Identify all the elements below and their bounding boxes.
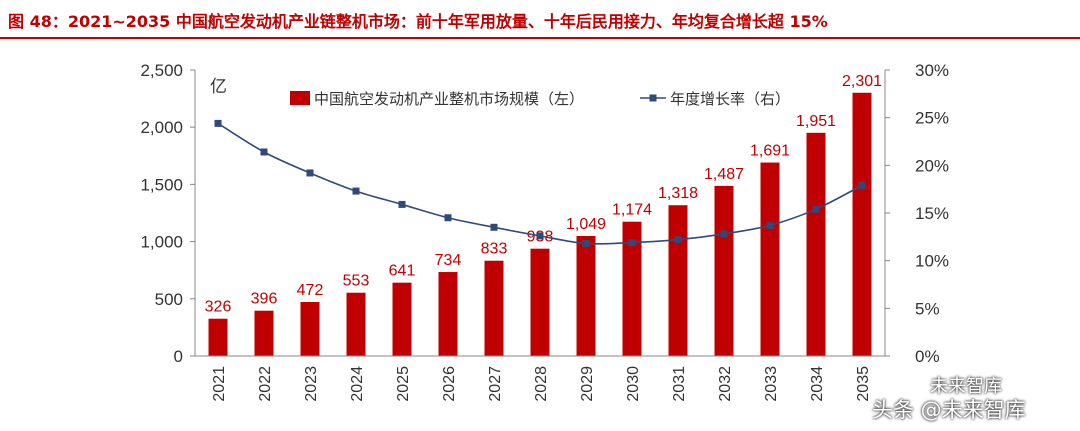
x-tick-label: 2031 (671, 366, 688, 402)
bar-value-label: 1,487 (704, 166, 744, 183)
bar-value-label: 641 (389, 263, 416, 280)
bar-value-label: 2,301 (842, 73, 882, 90)
legend-line-label: 年度增长率（右） (670, 90, 790, 108)
x-tick-label: 2035 (855, 366, 872, 402)
bar-value-label: 472 (297, 282, 324, 299)
growth-rate-point (858, 181, 866, 189)
bar-value-label: 1,049 (566, 216, 606, 233)
bar-value-label: 833 (481, 241, 508, 258)
growth-rate-point (260, 148, 268, 156)
left-tick-label: 0 (174, 347, 183, 366)
left-tick-label: 500 (155, 290, 183, 309)
bar (714, 185, 734, 356)
bar-value-label: 734 (435, 252, 462, 269)
growth-rate-point (398, 200, 406, 208)
x-tick-label: 2028 (533, 366, 550, 402)
growth-rate-point (582, 240, 590, 248)
x-tick-label: 2029 (579, 366, 596, 402)
growth-rate-point (766, 221, 774, 229)
bar (806, 132, 826, 356)
x-tick-label: 2034 (809, 366, 826, 402)
legend: 中国航空发动机产业整机市场规模（左） 年度增长率（右） (290, 90, 790, 108)
right-axis: 0% 5% 10% 15% 20% 25% 30% (884, 61, 949, 366)
bar (346, 292, 366, 356)
growth-rate-point (352, 187, 360, 195)
bar-series (208, 92, 872, 357)
left-axis: 0 500 1,000 1,500 2,000 2,500 (140, 61, 196, 366)
right-tick-label: 30% (915, 61, 949, 80)
right-tick-label: 20% (915, 156, 949, 175)
growth-rate-point (306, 169, 314, 177)
growth-rate-point (674, 236, 682, 244)
bar (254, 310, 274, 356)
right-tick-label: 5% (915, 299, 940, 318)
title-rule (0, 37, 1080, 39)
bar (392, 282, 412, 356)
bar (208, 318, 228, 356)
growth-rate-point (490, 223, 498, 231)
x-tick-label: 2033 (763, 366, 780, 402)
x-tick-label: 2026 (441, 366, 458, 402)
x-tick-label: 2027 (487, 366, 504, 402)
bar (530, 248, 550, 356)
bar-value-label: 1,174 (612, 202, 652, 219)
x-tick-label: 2021 (211, 366, 228, 402)
bar (300, 302, 320, 356)
bar-value-label: 553 (343, 273, 370, 290)
bar-value-label: 1,691 (750, 143, 790, 160)
left-tick-label: 1,500 (140, 175, 183, 194)
right-tick-label: 10% (915, 252, 949, 271)
x-tick-label: 2025 (395, 366, 412, 402)
growth-rate-point (214, 119, 222, 127)
bar-value-label: 326 (205, 299, 232, 316)
growth-rate-point (444, 214, 452, 222)
legend-bar-label: 中国航空发动机产业整机市场规模（左） (314, 90, 584, 108)
watermark-bottom: 头条 @未来智库 (872, 398, 1026, 422)
left-axis-unit: 亿 (210, 77, 227, 97)
legend-line-marker (649, 94, 657, 102)
left-tick-label: 2,500 (140, 61, 183, 80)
bar-value-label: 1,318 (658, 185, 698, 202)
growth-rate-point (812, 205, 820, 213)
bar (622, 221, 642, 356)
left-tick-label: 1,000 (140, 233, 183, 252)
line-series (214, 119, 866, 248)
growth-rate-point (536, 232, 544, 240)
bar-data-labels: 3263964725536417348339381,0491,1741,3181… (205, 73, 882, 316)
x-tick-label: 2022 (257, 366, 274, 402)
bar (760, 162, 780, 356)
bar (576, 235, 596, 356)
x-tick-label: 2023 (303, 366, 320, 402)
right-tick-label: 25% (915, 109, 949, 128)
x-axis: 2021 2022 2023 2024 2025 2026 2027 2028 2029 2030… (195, 355, 885, 402)
right-tick-label: 15% (915, 204, 949, 223)
figure-title: 图 48：2021~2035 中国航空发动机产业链整机市场：前十年军用放量、十年… (8, 12, 828, 31)
growth-rate-point (628, 239, 636, 247)
x-tick-label: 2032 (717, 366, 734, 402)
watermark-top: 未来智库 (930, 376, 1002, 397)
bar-value-label: 1,951 (796, 113, 836, 130)
left-tick-label: 2,000 (140, 118, 183, 137)
bar (668, 205, 688, 356)
bar (852, 92, 872, 357)
legend-bar-swatch (290, 91, 310, 105)
x-tick-label: 2024 (349, 366, 366, 402)
right-tick-label: 0% (915, 347, 940, 366)
bar (438, 272, 458, 356)
x-tick-label: 2030 (625, 366, 642, 402)
bar-value-label: 396 (251, 291, 278, 308)
growth-rate-point (720, 230, 728, 238)
bar (484, 260, 504, 356)
